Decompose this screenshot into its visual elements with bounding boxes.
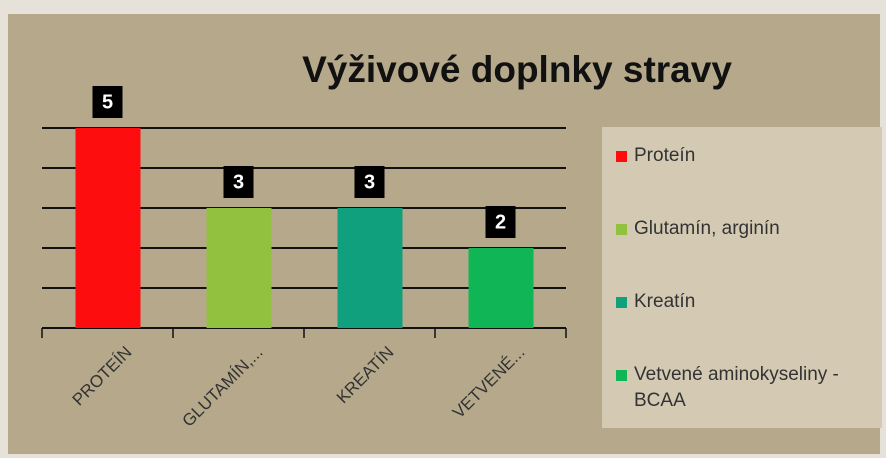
legend-label: Kreatín bbox=[634, 291, 696, 312]
bar bbox=[206, 208, 272, 328]
chart-title: Výživové doplnky stravy bbox=[302, 49, 732, 90]
legend-item: Proteín bbox=[616, 143, 868, 216]
data-label: 5 bbox=[102, 91, 113, 113]
data-label: 3 bbox=[233, 171, 244, 193]
legend-swatch bbox=[616, 224, 627, 235]
legend-item: Kreatín bbox=[616, 289, 868, 362]
legend-swatch bbox=[616, 297, 627, 308]
legend-item: Glutamín, arginín bbox=[616, 216, 868, 289]
data-label-box bbox=[354, 166, 385, 198]
legend-label: Vetvené aminokyseliny - BCAA bbox=[634, 364, 839, 411]
legend-swatch bbox=[616, 370, 627, 381]
data-label: 2 bbox=[495, 211, 506, 233]
data-label-box bbox=[92, 86, 123, 118]
legend-label: Glutamín, arginín bbox=[634, 218, 780, 239]
data-label-box bbox=[223, 166, 254, 198]
legend: Proteín Glutamín, arginín Kreatín Vetvené a… bbox=[602, 127, 882, 428]
legend-swatch bbox=[616, 151, 627, 162]
bar bbox=[468, 248, 534, 328]
legend-item: Vetvené aminokyseliny - BCAA bbox=[616, 362, 868, 435]
bar bbox=[337, 208, 403, 328]
data-label-box bbox=[485, 206, 516, 238]
bar bbox=[75, 128, 141, 328]
legend-label: Proteín bbox=[634, 145, 696, 166]
data-label: 3 bbox=[364, 171, 375, 193]
